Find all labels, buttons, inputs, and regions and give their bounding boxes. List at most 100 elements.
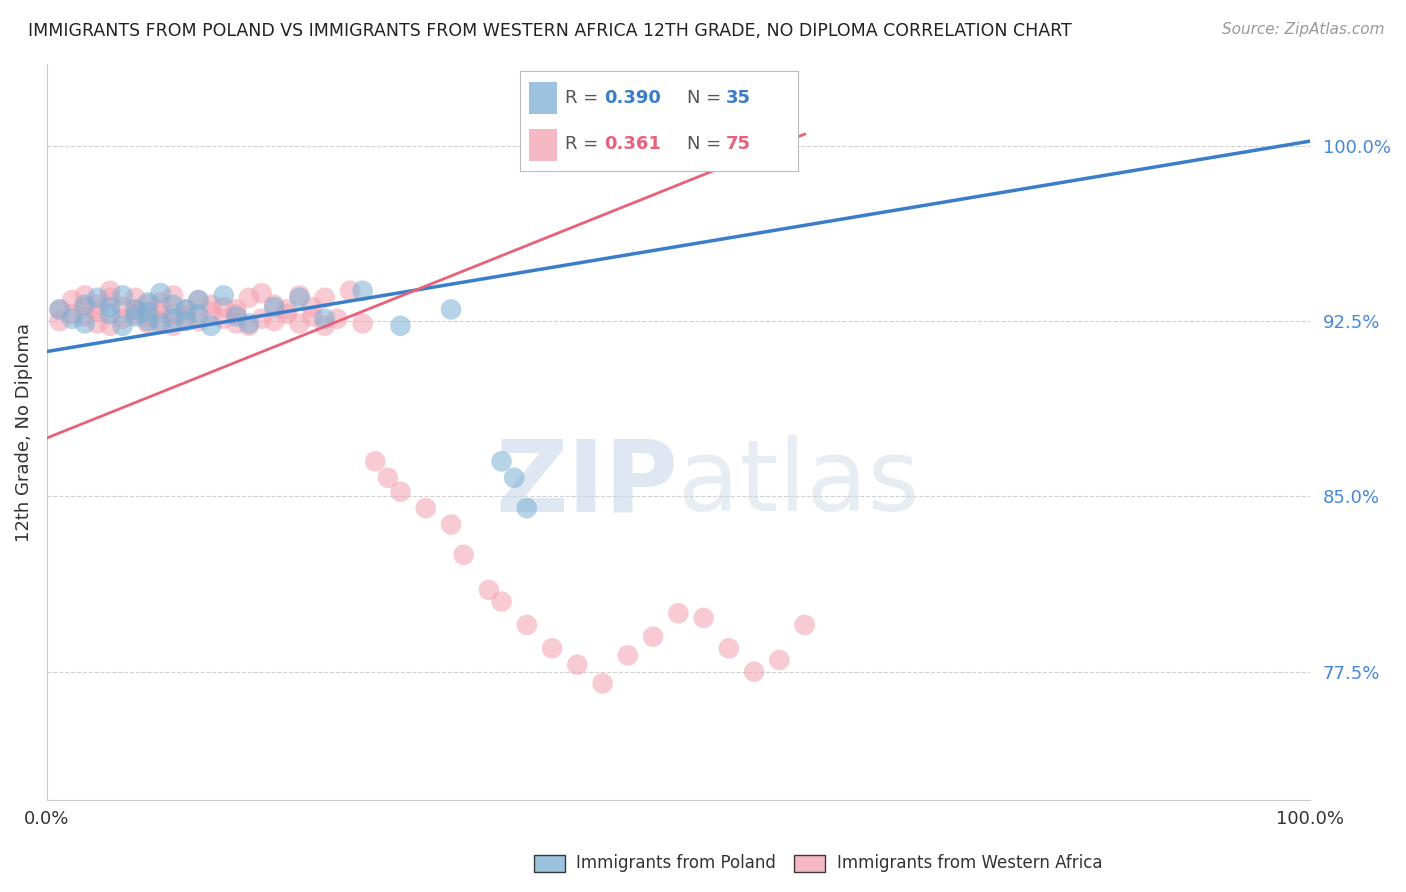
Point: [187, 293, 209, 307]
Point: [187, 293, 209, 307]
Point: [643, 630, 665, 644]
Point: [326, 311, 349, 326]
Point: [301, 300, 323, 314]
Point: [124, 302, 146, 317]
Point: [440, 517, 463, 532]
Point: [288, 288, 311, 302]
Point: [60, 311, 83, 326]
Point: [238, 318, 260, 333]
Point: [60, 307, 83, 321]
Point: [263, 314, 285, 328]
Point: [162, 298, 184, 312]
Y-axis label: 12th Grade, No Diploma: 12th Grade, No Diploma: [15, 323, 32, 541]
Point: [174, 310, 197, 324]
Point: [124, 291, 146, 305]
Point: [187, 307, 209, 321]
Point: [666, 607, 689, 621]
Point: [314, 291, 336, 305]
Point: [187, 314, 209, 328]
Point: [793, 618, 815, 632]
Point: [149, 314, 172, 328]
Point: [111, 300, 134, 314]
Point: [212, 288, 235, 302]
Point: [136, 317, 159, 331]
Point: [98, 307, 121, 321]
Point: [453, 548, 475, 562]
Point: [415, 501, 437, 516]
Point: [111, 311, 134, 326]
Point: [516, 501, 538, 516]
Point: [86, 305, 108, 319]
Point: [149, 295, 172, 310]
Point: [276, 307, 298, 321]
Text: atlas: atlas: [678, 435, 920, 533]
Point: [162, 318, 184, 333]
Point: [200, 318, 222, 333]
Point: [250, 286, 273, 301]
Point: [301, 310, 323, 324]
Point: [352, 317, 374, 331]
Point: [212, 311, 235, 326]
Point: [364, 454, 387, 468]
Point: [73, 288, 96, 302]
Text: Immigrants from Poland: Immigrants from Poland: [576, 855, 776, 872]
Point: [491, 594, 513, 608]
Point: [162, 307, 184, 321]
Point: [491, 454, 513, 468]
Point: [136, 305, 159, 319]
Point: [111, 318, 134, 333]
Point: [717, 641, 740, 656]
Point: [389, 318, 412, 333]
Point: [200, 305, 222, 319]
Point: [692, 611, 714, 625]
Point: [212, 300, 235, 314]
Point: [617, 648, 640, 663]
Point: [86, 291, 108, 305]
Point: [592, 676, 614, 690]
Point: [98, 318, 121, 333]
Point: [238, 291, 260, 305]
Point: [200, 298, 222, 312]
Point: [48, 302, 70, 317]
Point: [149, 317, 172, 331]
Point: [136, 295, 159, 310]
Point: [60, 293, 83, 307]
Point: [288, 291, 311, 305]
Point: [73, 300, 96, 314]
Point: [314, 311, 336, 326]
Point: [288, 317, 311, 331]
Point: [98, 284, 121, 298]
Point: [389, 484, 412, 499]
Point: [339, 284, 361, 298]
Point: [742, 665, 765, 679]
Point: [111, 288, 134, 302]
Point: [440, 302, 463, 317]
Point: [124, 310, 146, 324]
Point: [352, 284, 374, 298]
Point: [124, 307, 146, 321]
Point: [276, 302, 298, 317]
Point: [174, 302, 197, 317]
Point: [98, 291, 121, 305]
Text: IMMIGRANTS FROM POLAND VS IMMIGRANTS FROM WESTERN AFRICA 12TH GRADE, NO DIPLOMA : IMMIGRANTS FROM POLAND VS IMMIGRANTS FRO…: [28, 22, 1071, 40]
Point: [73, 310, 96, 324]
Point: [124, 302, 146, 317]
Point: [86, 298, 108, 312]
Point: [149, 302, 172, 317]
Point: [314, 318, 336, 333]
Point: [377, 471, 399, 485]
Point: [250, 311, 273, 326]
Point: [768, 653, 790, 667]
Point: [225, 310, 247, 324]
Point: [136, 310, 159, 324]
Point: [48, 314, 70, 328]
Text: ZIP: ZIP: [495, 435, 678, 533]
Point: [516, 618, 538, 632]
Point: [263, 298, 285, 312]
Point: [503, 471, 526, 485]
Point: [478, 582, 501, 597]
Text: Source: ZipAtlas.com: Source: ZipAtlas.com: [1222, 22, 1385, 37]
Point: [174, 314, 197, 328]
Point: [263, 300, 285, 314]
Point: [136, 298, 159, 312]
